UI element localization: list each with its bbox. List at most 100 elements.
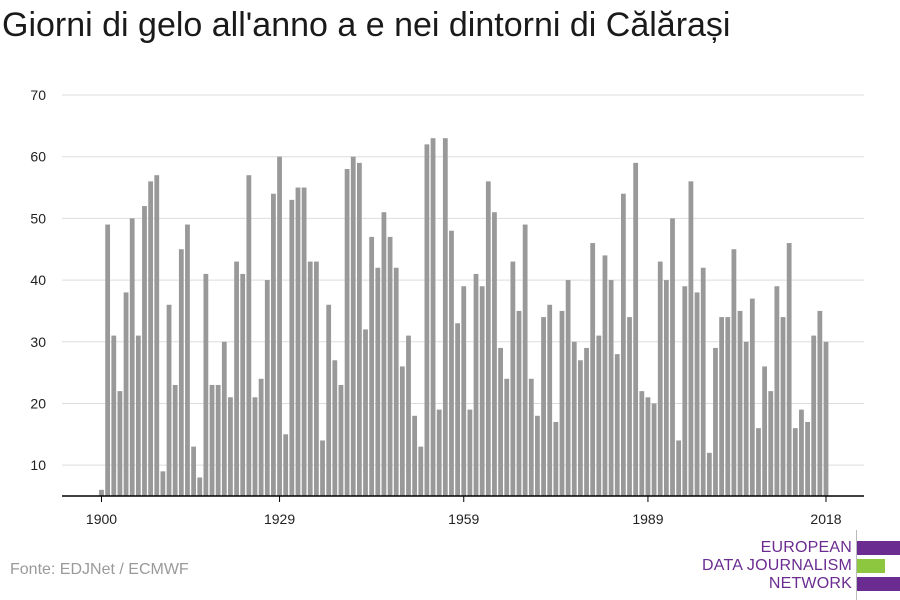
bar [295, 187, 301, 497]
bar [762, 366, 767, 496]
bar [178, 249, 184, 496]
bar [197, 477, 203, 496]
bar [172, 384, 178, 496]
bar [160, 471, 166, 496]
bar [768, 391, 774, 496]
edjnet-logo[interactable]: EUROPEAN DATA JOURNALISM NETWORK [700, 530, 900, 600]
y-tick-label: 10 [30, 457, 46, 473]
bar [430, 138, 436, 496]
bar [307, 261, 313, 496]
bar [811, 335, 817, 496]
bar [694, 292, 700, 496]
x-tick-label: 1989 [632, 511, 663, 527]
bar [786, 243, 792, 496]
bar [639, 391, 645, 496]
bar [185, 224, 190, 497]
bar [706, 452, 712, 496]
bar [823, 341, 829, 496]
bar [406, 335, 411, 496]
bar [596, 335, 602, 496]
bar [436, 409, 442, 496]
bar [528, 378, 534, 496]
bar [645, 397, 651, 496]
logo-bar-purple-bottom [857, 577, 900, 591]
bar [369, 236, 375, 496]
bar [387, 236, 393, 496]
bar [651, 403, 657, 496]
bar [485, 181, 491, 496]
bar [713, 347, 718, 496]
bar [234, 261, 239, 496]
bar [264, 280, 270, 496]
bar [240, 273, 246, 496]
bar [510, 261, 516, 496]
bar [627, 317, 632, 496]
bar [271, 193, 276, 496]
bar [99, 489, 104, 496]
y-tick-label: 40 [30, 272, 46, 288]
y-tick-label: 70 [30, 87, 46, 103]
bar [565, 280, 571, 496]
bar [670, 218, 675, 496]
bar [498, 347, 503, 496]
bar [504, 378, 510, 496]
bar [663, 280, 669, 496]
x-tick-label: 1959 [448, 511, 479, 527]
bar [756, 428, 761, 496]
bar [719, 317, 725, 496]
y-tick-label: 50 [30, 210, 46, 226]
bar [620, 193, 626, 496]
bar [381, 212, 387, 496]
bar [148, 181, 154, 496]
x-tick-label: 2018 [810, 511, 841, 527]
bar [375, 267, 381, 496]
bar [461, 286, 467, 496]
bar [203, 273, 209, 496]
bar [399, 366, 405, 496]
bar [571, 341, 577, 496]
bar [277, 156, 282, 496]
bar [166, 304, 172, 496]
bar [350, 156, 356, 496]
bar [252, 397, 258, 496]
bar [780, 317, 786, 496]
bar [522, 224, 528, 497]
bar [313, 261, 319, 496]
bar [774, 286, 780, 496]
bar [553, 421, 559, 496]
bar [602, 255, 608, 496]
bar [805, 421, 810, 496]
bar [332, 360, 338, 496]
bar [559, 310, 565, 496]
bar [657, 261, 663, 496]
source-note: Fonte: EDJNet / ECMWF [10, 561, 189, 578]
logo-text-line-2: DATA JOURNALISM [702, 557, 852, 574]
bar [688, 181, 694, 496]
bar [725, 317, 731, 496]
chart-title: Giorni di gelo all'anno a e nei dintorni… [2, 6, 731, 44]
bar [412, 415, 418, 496]
y-tick-label: 20 [30, 395, 46, 411]
bar [608, 280, 614, 496]
bar [590, 243, 596, 496]
bar [633, 162, 639, 496]
logo-text-line-3: NETWORK [768, 575, 852, 592]
bar [479, 286, 485, 496]
bar [737, 310, 743, 496]
bar [393, 267, 399, 496]
bar [455, 323, 461, 496]
bar [442, 138, 448, 496]
bar [344, 169, 350, 496]
bar [258, 378, 264, 496]
bar [209, 384, 215, 496]
bar [301, 187, 307, 497]
bar [792, 428, 798, 496]
y-tick-label: 30 [30, 334, 46, 350]
bar [418, 446, 424, 496]
bar [105, 224, 111, 497]
bar [682, 286, 688, 496]
bar [817, 310, 823, 496]
bar [215, 384, 221, 496]
bar [154, 175, 160, 496]
